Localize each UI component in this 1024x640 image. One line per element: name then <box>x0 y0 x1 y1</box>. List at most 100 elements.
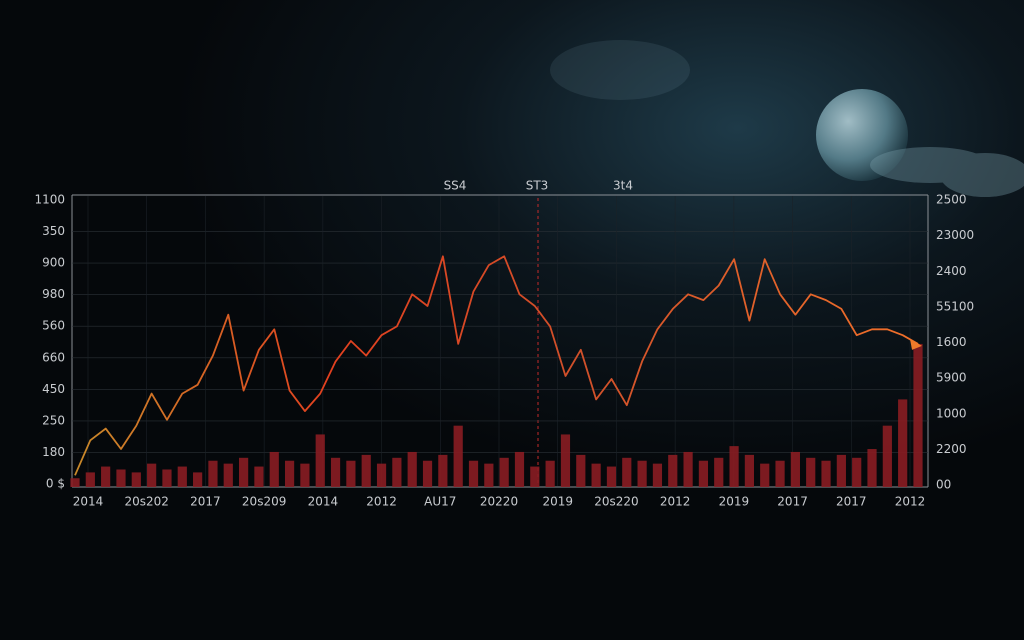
volume-bar <box>560 434 571 487</box>
clouds <box>550 40 1024 197</box>
y-tick-label: 450 <box>42 382 65 396</box>
volume-bar <box>775 460 785 487</box>
volume-bar <box>530 466 540 487</box>
y2-tick-label: 1600 <box>936 335 967 349</box>
x-tick-label: 2014 <box>308 495 339 509</box>
volume-bar <box>591 463 601 487</box>
x-tick-label: AU17 <box>424 495 456 509</box>
grid <box>72 196 928 486</box>
volume-bar <box>407 451 417 487</box>
volume-bar <box>177 466 187 487</box>
price-line <box>74 255 922 476</box>
y2-tick-label: 2500 <box>936 193 967 207</box>
volume-bar <box>545 460 555 487</box>
volume-bar <box>361 454 371 487</box>
volume-bar <box>514 451 525 487</box>
y-tick-label: 250 <box>42 413 65 427</box>
y2-tick-label: 00 <box>936 478 951 492</box>
volume-bar <box>70 478 80 487</box>
volume-bar <box>315 434 325 487</box>
volume-bar <box>698 460 709 487</box>
volume-bar <box>438 454 448 487</box>
volume-bar <box>116 469 126 487</box>
x-tick-label: 20220 <box>480 495 518 509</box>
volume-bar <box>468 460 479 487</box>
x-tick-label: 2014 <box>73 495 104 509</box>
volume-bar <box>208 460 218 487</box>
y-tick-label: 560 <box>42 319 65 333</box>
top-label: 3t4 <box>613 179 633 193</box>
x-tick-label: 2017 <box>777 495 808 509</box>
volume-bar <box>300 463 310 487</box>
volume-bar <box>622 457 632 487</box>
volume-bar <box>836 454 846 487</box>
y2-tick-label: 55100 <box>936 299 974 313</box>
x-tick-label: 20s202 <box>124 495 168 509</box>
volume-bar <box>499 457 509 487</box>
volume-bar <box>284 460 295 487</box>
volume-bar <box>637 460 647 487</box>
volume-bar <box>223 463 233 487</box>
y-tick-label: 900 <box>42 256 65 270</box>
volume-bar <box>330 457 341 487</box>
x-tick-label: 2012 <box>895 495 926 509</box>
volume-bar <box>576 454 586 487</box>
end-arrow <box>910 338 922 350</box>
y2-tick-label: 1000 <box>936 406 967 420</box>
volume-bar <box>714 457 724 487</box>
volume-bar <box>729 446 739 487</box>
x-tick-label: 20s209 <box>242 495 286 509</box>
volume-bar <box>162 469 172 487</box>
top-label: SS4 <box>444 179 467 193</box>
volume-bar <box>683 451 693 487</box>
x-tick-label: 2017 <box>190 495 221 509</box>
volume-bar <box>147 463 157 487</box>
x-tick-label: 2012 <box>366 495 397 509</box>
volume-bar <box>898 399 908 487</box>
volume-bar <box>913 343 923 487</box>
x-tick-label: 2019 <box>719 495 750 509</box>
volume-bar <box>867 449 877 487</box>
volume-bar <box>453 425 463 487</box>
volume-bar <box>239 457 249 487</box>
volume-bar <box>85 472 95 487</box>
volume-bar <box>606 466 617 487</box>
y-tick-label: 660 <box>42 350 65 364</box>
volume-bar <box>422 460 433 487</box>
y-tick-label: 350 <box>42 224 65 238</box>
volume-bar <box>193 472 203 487</box>
volume-bar <box>668 454 678 487</box>
moon <box>816 89 908 181</box>
volume-bar <box>254 466 264 487</box>
x-tick-label: 2019 <box>542 495 573 509</box>
volume-bar <box>269 451 279 487</box>
volume-bar <box>821 460 831 487</box>
y2-tick-label: 2400 <box>936 264 967 278</box>
volume-bar <box>101 466 111 487</box>
x-tick-label: 2012 <box>660 495 691 509</box>
y-tick-label: 0 $ <box>46 477 65 491</box>
volume-bar <box>852 457 862 487</box>
labels: 1100 350 900 980 560 660 450 250 180 0 $ 2500 23000… <box>34 179 974 509</box>
y2-tick-label: 2200 <box>936 442 967 456</box>
volume-bar <box>790 451 800 487</box>
y-tick-label: 180 <box>42 445 65 459</box>
x-tick-label: 20s220 <box>594 495 638 509</box>
volume-bar <box>131 472 141 487</box>
y2-tick-label: 5900 <box>936 371 967 385</box>
price-line <box>74 255 919 476</box>
x-tick-label: 2017 <box>836 495 867 509</box>
volume-bar <box>652 463 663 487</box>
volume-bars <box>70 343 923 487</box>
volume-bar <box>346 460 356 487</box>
volume-bar <box>744 454 754 487</box>
volume-bar <box>882 425 892 487</box>
y-tick-label: 980 <box>42 287 65 301</box>
volume-bar <box>484 463 494 487</box>
y-tick-label: 1100 <box>34 193 65 207</box>
volume-bar <box>760 463 770 487</box>
top-label: ST3 <box>526 179 549 193</box>
volume-bar <box>376 463 387 487</box>
y2-tick-label: 23000 <box>936 228 974 242</box>
